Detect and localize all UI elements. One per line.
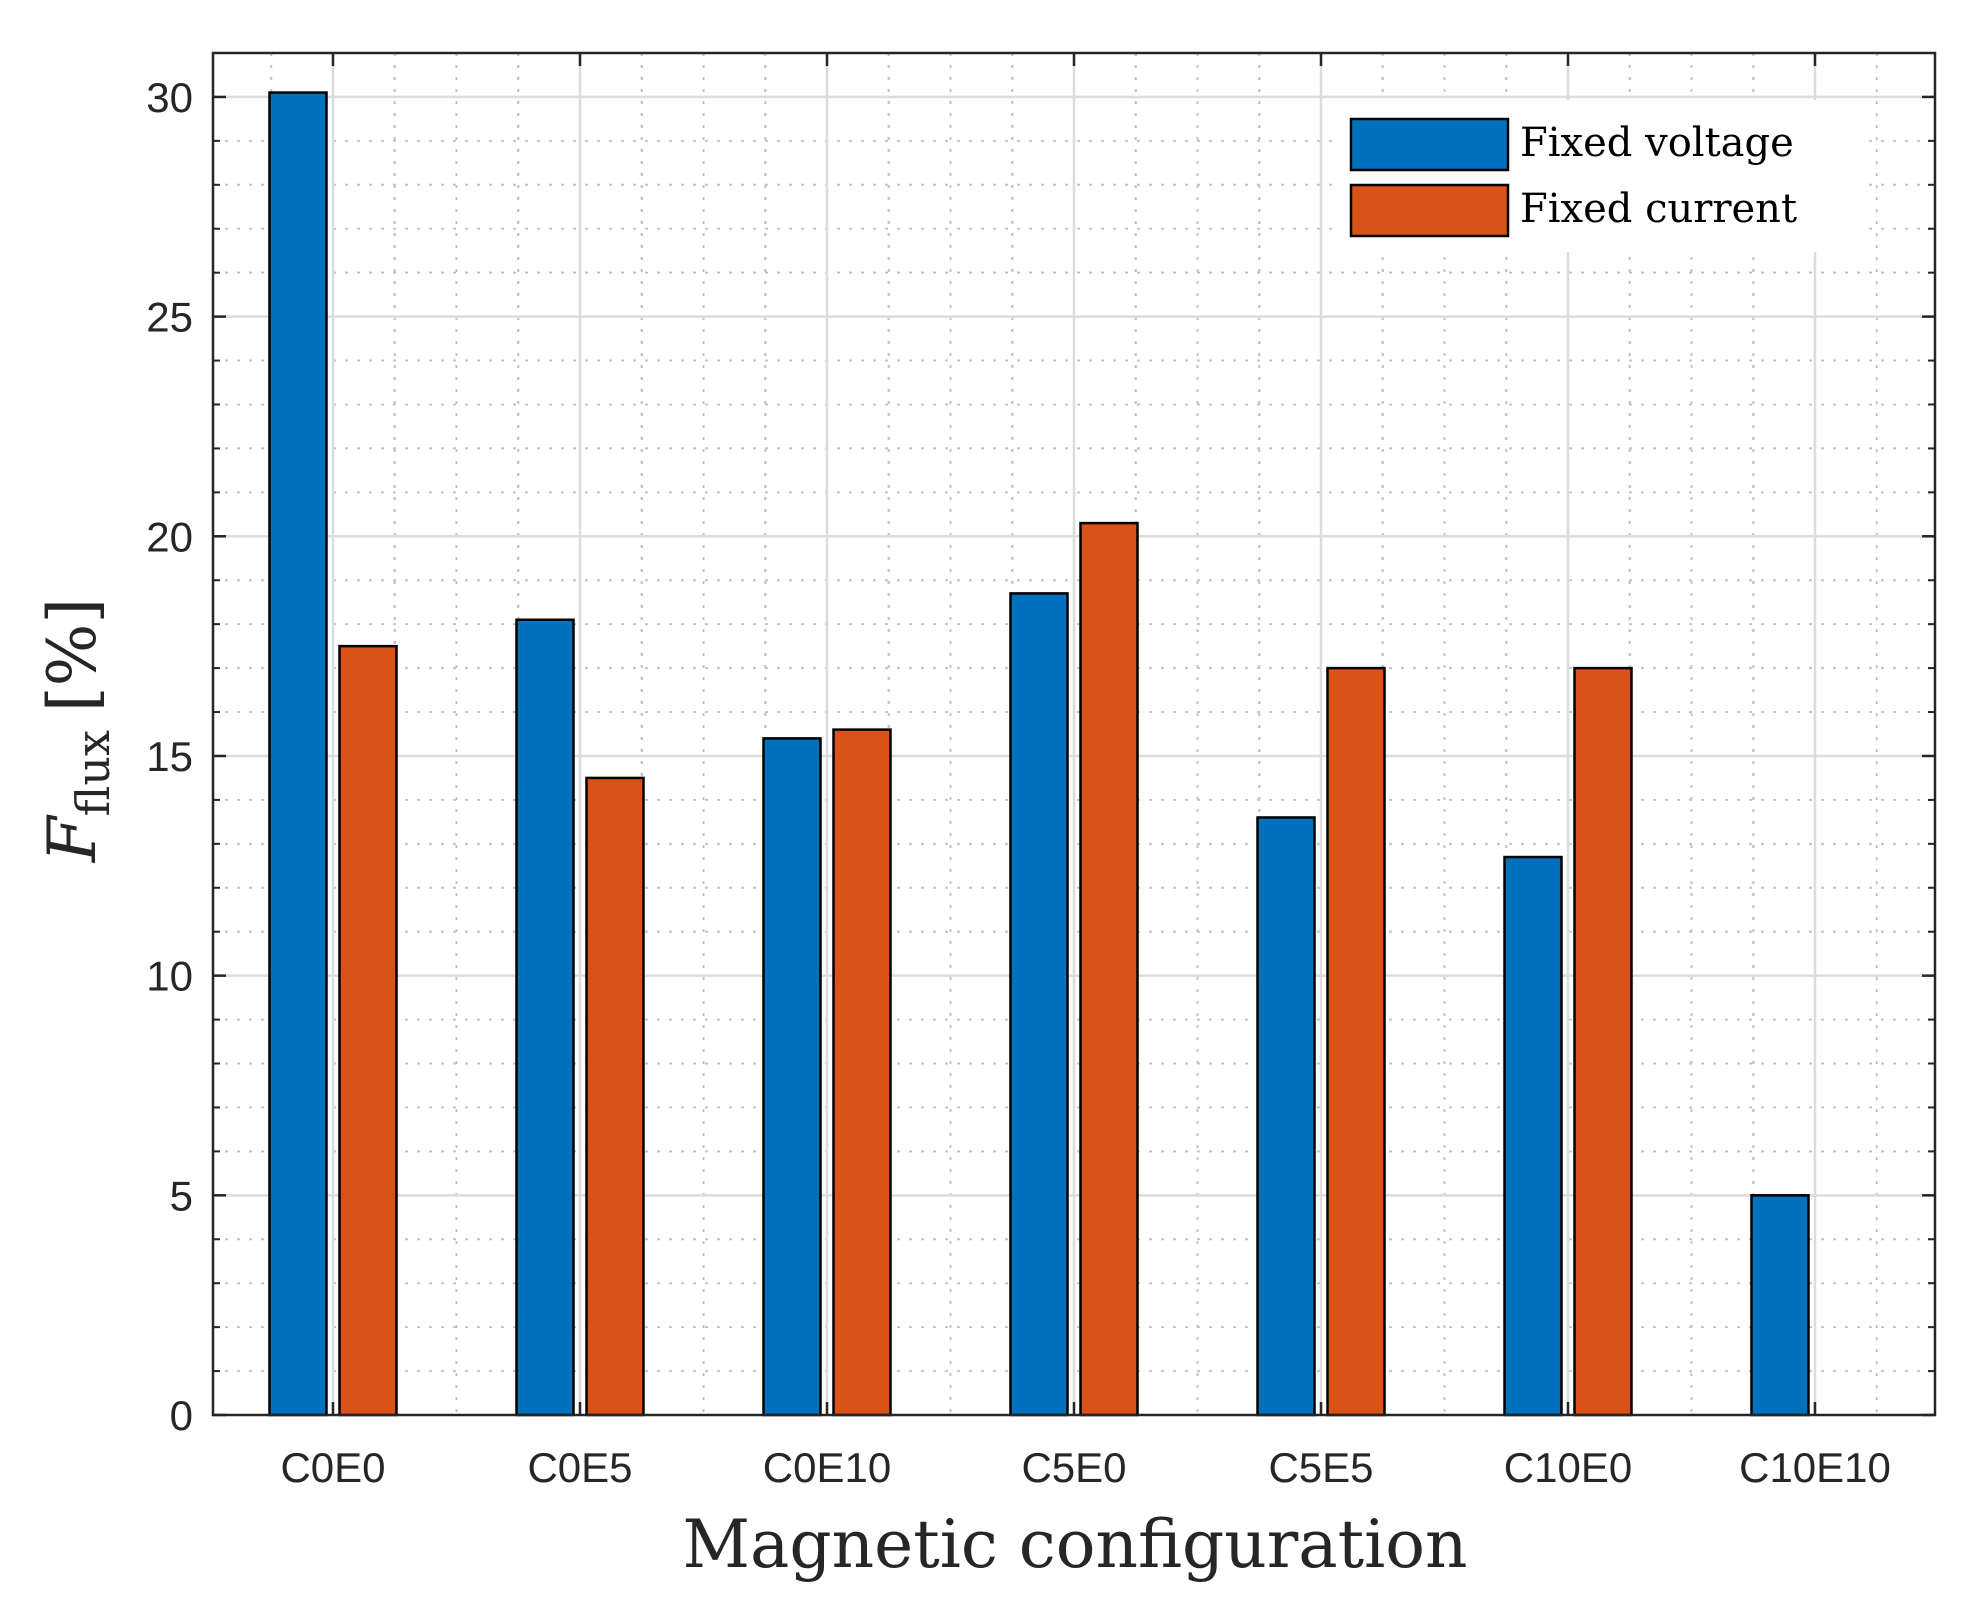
bar-fixed-current-c10e0	[1573, 666, 1633, 1417]
x-axis-title: Magnetic configuration	[682, 1506, 1467, 1583]
y-axis-title-unit: [%]	[34, 598, 111, 712]
x-tick-label-c10e0: C10E0	[1504, 1444, 1632, 1491]
y-tick-labels: 0 5 10 15 20 25 30	[146, 74, 193, 1439]
bar-fixed-current-c0e5	[585, 776, 645, 1417]
legend-swatch-fixed-current	[1349, 183, 1510, 238]
bar-fixed-current-c5e0	[1079, 521, 1139, 1417]
x-tick-labels: C0E0 C0E5 C0E10 C5E0 C5E5 C10E0 C10E10	[280, 1444, 1890, 1491]
y-tick-label-30: 30	[146, 74, 193, 121]
bar-fixed-current-c5e5	[1326, 666, 1386, 1417]
y-tick-label-10: 10	[146, 953, 193, 1000]
y-tick-label-5: 5	[170, 1172, 193, 1219]
bar-fixed-voltage-c0e5	[515, 618, 575, 1417]
bar-fixed-voltage-c0e10	[762, 737, 822, 1417]
legend-label-fixed-voltage: Fixed voltage	[1520, 120, 1794, 166]
bar-fixed-current-c0e0	[338, 644, 398, 1417]
x-tick-label-c0e10: C0E10	[763, 1444, 891, 1491]
y-tick-label-25: 25	[146, 294, 193, 341]
y-tick-label-15: 15	[146, 733, 193, 780]
y-tick-label-0: 0	[170, 1392, 193, 1439]
x-tick-label-c5e0: C5E0	[1021, 1444, 1126, 1491]
y-axis-title: Fflux [%]	[34, 598, 120, 863]
bar-fixed-voltage-c10e0	[1503, 855, 1563, 1417]
bar-fixed-voltage-c0e0	[268, 91, 328, 1417]
bar-fixed-voltage-c5e5	[1256, 816, 1316, 1417]
y-axis-title-subscript: flux	[66, 730, 120, 816]
axis-ticks	[213, 53, 1935, 1417]
y-axis-title-variable: F	[34, 814, 111, 863]
x-tick-label-c5e5: C5E5	[1268, 1444, 1373, 1491]
bars	[268, 91, 1810, 1417]
legend-swatch-fixed-voltage	[1349, 117, 1510, 172]
x-tick-label-c10e10: C10E10	[1739, 1444, 1891, 1491]
x-tick-label-c0e5: C0E5	[527, 1444, 632, 1491]
legend: Fixed voltage Fixed current	[1335, 100, 1860, 252]
x-tick-label-c0e0: C0E0	[280, 1444, 385, 1491]
bar-fixed-current-c0e10	[832, 728, 892, 1417]
bar-fixed-voltage-c5e0	[1009, 592, 1069, 1417]
major-grid	[213, 53, 1935, 1415]
y-tick-label-20: 20	[146, 513, 193, 560]
bar-fixed-voltage-c10e10	[1750, 1194, 1810, 1417]
legend-label-fixed-current: Fixed current	[1520, 186, 1797, 232]
